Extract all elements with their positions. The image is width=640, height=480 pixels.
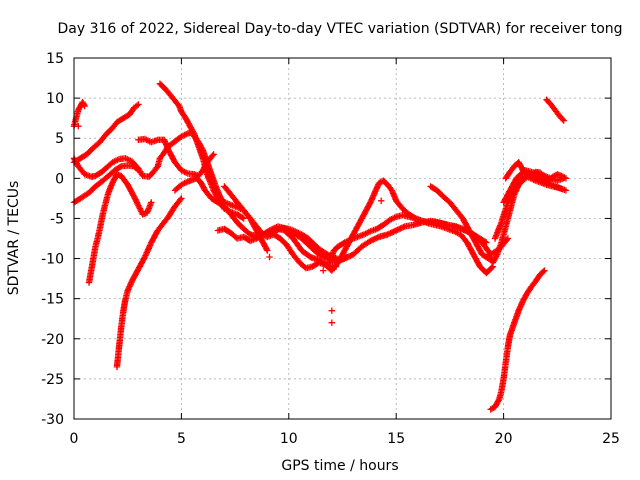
- data-point: [481, 238, 489, 245]
- data-point: [264, 247, 271, 254]
- data-point: [387, 230, 394, 237]
- data-point: [116, 163, 124, 171]
- data-point: [136, 205, 144, 212]
- series-track-20: [502, 159, 565, 192]
- isolated-point: [320, 267, 327, 274]
- data-point: [560, 117, 567, 124]
- data-point: [142, 252, 149, 259]
- data-point: [144, 246, 152, 253]
- x-tick-label: 10: [280, 431, 298, 447]
- data-point: [370, 236, 377, 243]
- series-track-2: [70, 101, 142, 166]
- series-track-13: [246, 224, 350, 264]
- data-point: [558, 185, 565, 192]
- y-tick-label: -10: [41, 252, 64, 268]
- data-point: [80, 101, 88, 108]
- series-track-14: [326, 212, 490, 266]
- x-tick-label: 0: [70, 431, 79, 447]
- data-point: [210, 151, 217, 158]
- data-point: [560, 175, 567, 182]
- data-point: [199, 145, 206, 153]
- data-point: [493, 252, 500, 260]
- isolated-point: [328, 307, 335, 314]
- x-tick-labels: 0 5 10 15 20 25: [70, 431, 620, 447]
- isolated-point: [266, 253, 273, 261]
- chart-title: Day 316 of 2022, Sidereal Day-to-day VTE…: [57, 21, 622, 37]
- data-point: [81, 102, 88, 110]
- data-point: [393, 227, 400, 234]
- isolated-point: [328, 319, 335, 326]
- x-axis-label: GPS time / hours: [281, 458, 398, 474]
- data-point: [131, 195, 139, 202]
- y-tick-label: 15: [46, 51, 64, 67]
- data-point: [343, 253, 350, 261]
- series-track-6: [113, 195, 185, 371]
- data-point: [495, 397, 502, 404]
- data-point: [209, 152, 216, 159]
- y-tick-label: -20: [41, 332, 64, 348]
- data-point: [148, 199, 155, 206]
- data-point: [488, 264, 495, 271]
- data-point: [384, 231, 391, 238]
- series-track-21: [543, 96, 567, 124]
- data-point: [141, 255, 148, 262]
- data-point: [263, 246, 270, 253]
- data-point: [323, 250, 330, 257]
- data-point: [397, 225, 404, 232]
- data-point: [541, 267, 548, 274]
- x-tick-label: 5: [177, 431, 186, 447]
- data-point: [483, 239, 490, 246]
- series-track-16: [487, 267, 548, 413]
- data-point: [133, 199, 141, 206]
- isolated-point: [378, 197, 385, 204]
- series-track-15: [427, 183, 492, 262]
- data-point: [562, 187, 570, 194]
- data-point: [239, 214, 246, 221]
- data-point: [524, 170, 532, 177]
- data-point: [146, 242, 154, 249]
- data-point: [388, 229, 396, 236]
- data-point: [177, 196, 184, 203]
- y-tick-label: 10: [46, 91, 64, 107]
- data-marks: [70, 80, 570, 413]
- y-tick-label: -30: [41, 412, 64, 428]
- y-tick-label: -5: [50, 211, 64, 227]
- data-point: [315, 251, 323, 258]
- y-tick-label: -25: [41, 372, 64, 388]
- series-track-19: [500, 167, 567, 206]
- x-tick-label: 20: [495, 431, 513, 447]
- plot-frame: [73, 57, 612, 420]
- data-point: [317, 252, 324, 259]
- y-tick-labels: -30 -25 -20 -15 -10 -5 0 5 10 15: [41, 51, 64, 428]
- y-tick-label: 5: [55, 131, 64, 147]
- series-track-1: [70, 98, 88, 130]
- data-point: [178, 195, 185, 202]
- data-point: [240, 215, 247, 222]
- isolated-point: [75, 123, 82, 130]
- y-tick-label: 0: [55, 171, 64, 187]
- series-track-7: [135, 135, 217, 180]
- isolated-points: [75, 123, 385, 326]
- x-tick-label: 25: [602, 431, 620, 447]
- x-tick-label: 15: [387, 431, 405, 447]
- y-tick-label: -15: [41, 292, 64, 308]
- data-point: [135, 101, 142, 108]
- data-point: [504, 235, 512, 242]
- data-point: [190, 129, 197, 137]
- series-track-17: [485, 168, 570, 266]
- y-axis-label: SDTVAR / TECUs: [6, 181, 22, 296]
- axis-ticks: [73, 57, 612, 420]
- data-point: [133, 102, 141, 109]
- data-point: [540, 268, 547, 275]
- data-point: [143, 249, 150, 256]
- data-point: [559, 116, 566, 123]
- series-track-5: [85, 171, 155, 286]
- data-point: [374, 234, 381, 241]
- data-point: [347, 252, 354, 260]
